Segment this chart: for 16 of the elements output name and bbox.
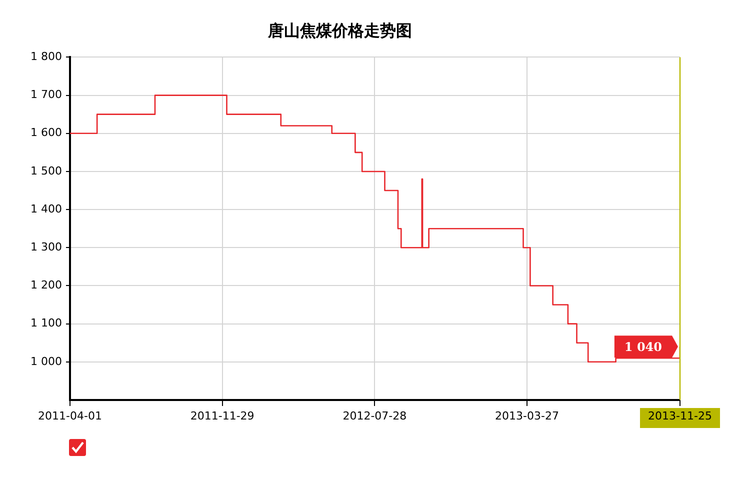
y-tick-label: 1 800 <box>30 50 62 64</box>
x-tick-label: 2013-11-25 <box>648 409 712 422</box>
y-tick-label: 1 300 <box>30 240 62 254</box>
x-tick-label: 2011-11-29 <box>190 409 254 422</box>
x-tick-label: 2011-04-01 <box>38 409 102 422</box>
x-tick-label: 2012-07-28 <box>342 409 407 422</box>
chart-title: 唐山焦煤价格走势图 <box>267 20 412 40</box>
x-tick-label: 2013-03-27 <box>495 409 559 422</box>
y-tick-label: 1 200 <box>30 278 62 292</box>
y-tick-label: 1 700 <box>30 88 62 102</box>
y-tick-label: 1 100 <box>30 316 62 330</box>
data-label: 1 040 <box>624 340 662 354</box>
y-tick-label: 1 500 <box>30 164 62 178</box>
y-tick-label: 1 000 <box>30 354 62 368</box>
y-tick-label: 1 600 <box>30 126 62 140</box>
y-tick-label: 1 400 <box>30 202 62 216</box>
